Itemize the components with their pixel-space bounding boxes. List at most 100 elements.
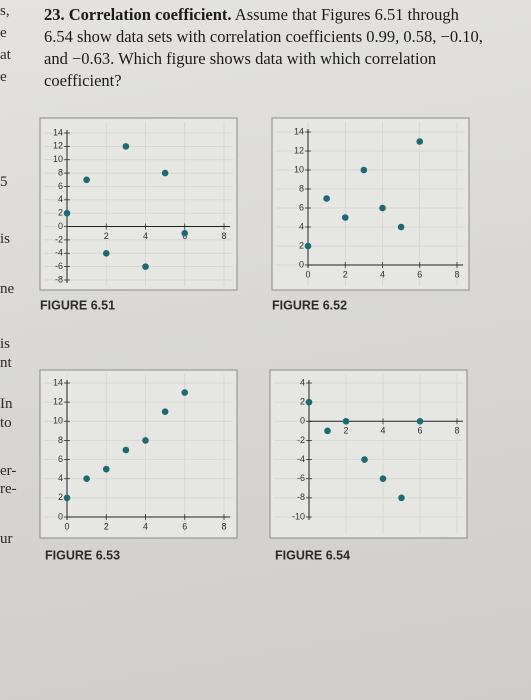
point [102,465,110,473]
figure-box [39,369,238,539]
x-tick-label: 2 [343,426,348,436]
point [83,475,90,483]
x-tick-label: 2 [104,231,109,241]
x-tick-label: 4 [143,231,148,241]
point [181,389,189,396]
y-tick-label: 4 [300,377,305,387]
margin-fragment: ne [0,281,15,297]
y-tick-label: 14 [294,126,304,136]
y-tick-label: 0 [58,221,63,231]
y-tick-label: -8 [297,492,305,502]
x-tick-label: 2 [343,269,348,279]
margin-fragment: to [0,415,12,431]
point [102,249,110,257]
y-tick-label: 12 [53,397,63,407]
y-tick-label: 8 [299,183,304,193]
margin-fragment: s, [0,3,10,19]
x-tick-label: 4 [380,426,385,436]
y-tick-label: 8 [58,435,63,445]
y-tick-label: 12 [53,141,63,151]
y-tick-label: 4 [299,221,304,231]
point [142,263,149,270]
margin-fragment: is [0,336,11,352]
point [323,195,330,202]
y-tick-label: -2 [55,234,63,244]
point [181,229,189,237]
point [63,494,71,502]
y-tick-label: 10 [53,154,63,164]
figure-title: FIGURE 6.54 [275,548,350,562]
point [161,169,169,177]
y-tick-label: -10 [292,511,305,521]
x-tick-label: 8 [454,426,459,436]
margin-fragment: In [0,396,13,412]
point [324,427,331,435]
y-tick-label: 0 [58,511,63,521]
margin-fragment: ur [0,531,13,547]
x-tick-label: 0 [305,269,310,279]
point [398,494,405,502]
point [63,209,71,217]
y-tick-label: 10 [294,164,304,174]
point [361,456,368,463]
problem-body: Assume that Figures 6.51 through 6.54 sh… [44,5,483,90]
figure-box [271,117,470,291]
x-tick-label: 8 [454,269,459,279]
y-tick-label: 6 [299,202,304,212]
y-tick-label: -4 [297,454,305,464]
point [305,398,313,406]
y-tick-label: 2 [58,492,63,502]
y-tick-label: 0 [299,259,304,269]
margin-fragment: e [0,25,7,41]
x-tick-label: 6 [417,426,422,436]
y-tick-label: -6 [55,261,63,271]
margin-fragment: 5 [0,174,8,190]
point [161,408,169,416]
y-tick-label: 6 [58,454,63,464]
point [83,176,90,184]
point [304,242,312,250]
margin-fragment: er- [0,463,17,479]
problem-text: 23. Correlation coefficient. Assume that… [44,4,484,92]
x-tick-label: 0 [64,521,69,531]
x-tick-label: 2 [104,521,109,531]
y-tick-label: -8 [55,274,63,284]
point [341,214,349,221]
y-tick-label: 4 [58,194,63,204]
figure-box [269,369,468,539]
point [379,475,387,483]
point [397,223,405,231]
x-tick-label: 8 [221,231,226,241]
y-tick-label: 4 [58,473,63,483]
point [416,138,424,145]
x-tick-label: 4 [143,521,148,531]
x-tick-label: 8 [221,521,226,531]
y-tick-label: 6 [58,181,63,191]
point [142,437,149,444]
y-tick-label: 8 [58,167,63,177]
point [342,417,350,425]
figure-title: FIGURE 6.52 [272,298,347,312]
figure-title: FIGURE 6.53 [45,548,120,562]
x-tick-label: 6 [182,521,187,531]
y-tick-label: 2 [58,208,63,218]
y-tick-label: 0 [300,416,305,426]
y-tick-label: 10 [53,416,63,426]
margin-fragment: at [0,47,11,63]
x-tick-label: 6 [417,269,422,279]
point [360,166,368,174]
margin-fragment: is [0,231,11,247]
y-tick-label: -6 [297,473,305,483]
x-tick-label: 4 [380,269,385,279]
point [379,204,386,212]
y-tick-label: 14 [53,127,63,137]
margin-fragment: nt [0,355,12,371]
y-tick-label: 2 [299,240,304,250]
point [122,446,130,454]
figure-box [39,117,238,291]
point [122,143,130,150]
y-tick-label: -2 [297,435,305,445]
y-tick-label: 12 [294,145,304,155]
